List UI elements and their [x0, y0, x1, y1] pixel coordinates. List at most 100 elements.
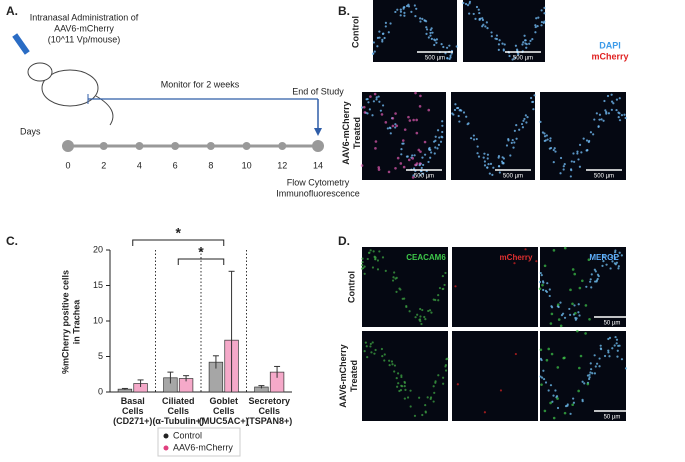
- cell-dot: [497, 48, 500, 51]
- cell-dot: [556, 397, 559, 400]
- micrograph: [540, 331, 626, 421]
- cell-dot: [380, 347, 384, 351]
- cell-dot: [488, 172, 491, 175]
- cell-dot: [551, 400, 554, 403]
- cell-dot: [615, 342, 618, 345]
- cell-dot: [443, 283, 446, 287]
- cell-dot: [615, 338, 619, 341]
- cell-dot: [502, 48, 505, 51]
- cell-dot: [571, 268, 575, 271]
- cell-dot: [456, 106, 459, 110]
- cell-dot: [372, 41, 375, 44]
- cell-dot: [378, 100, 381, 103]
- cell-dot: [383, 353, 386, 356]
- cell-dot: [419, 174, 422, 177]
- cell-dot: [371, 341, 374, 344]
- day-label: 6: [173, 160, 178, 170]
- cell-dot: [437, 299, 440, 302]
- cell-dot: [372, 250, 375, 253]
- cell-dot: [429, 34, 432, 37]
- cell-dot: [531, 100, 535, 103]
- day-label: 12: [277, 160, 287, 170]
- cell-dot: [384, 21, 388, 24]
- cell-dot: [615, 261, 619, 264]
- cell-dot: [361, 267, 364, 270]
- error-bar: [228, 270, 235, 392]
- cell-dot: [596, 277, 599, 281]
- cell-dot: [411, 154, 414, 157]
- cell-dot: [399, 388, 403, 392]
- cell-dot: [584, 304, 588, 307]
- cell-dot: [486, 166, 489, 169]
- cell-dot: [559, 172, 562, 175]
- cell-dot: [406, 155, 409, 158]
- cell-dot: [599, 347, 602, 350]
- cell-dot: [533, 94, 536, 97]
- cell-dot: [570, 169, 573, 172]
- cell-dot: [521, 43, 524, 46]
- cell-dot: [624, 116, 627, 120]
- cell-dot: [433, 391, 436, 394]
- cell-dot: [588, 376, 591, 379]
- cell-dot: [559, 324, 563, 328]
- cell-dot: [451, 112, 454, 115]
- cell-dot: [395, 376, 398, 380]
- cell-dot: [611, 347, 614, 350]
- cell-dot: [392, 276, 395, 279]
- cell-dot: [450, 52, 453, 55]
- cell-dot: [597, 125, 600, 128]
- cell-dot: [542, 369, 545, 372]
- row-label: Control: [350, 16, 360, 48]
- cell-dot: [602, 260, 605, 263]
- cell-dot: [578, 314, 581, 317]
- cell-dot: [472, 12, 475, 16]
- cell-dot: [577, 158, 580, 161]
- cell-dot: [387, 170, 391, 174]
- cell-dot: [523, 117, 526, 121]
- cell-dot: [408, 119, 412, 122]
- cell-dot: [617, 267, 620, 270]
- scale-label: 500 µm: [503, 174, 523, 180]
- x-tick-label: Secretory Cells (TSPAN8+): [246, 396, 292, 426]
- cell-dot: [563, 163, 566, 166]
- cell-dot: [400, 374, 403, 377]
- cell-dot: [595, 362, 599, 365]
- cell-dot: [588, 317, 591, 321]
- cell-dot: [429, 397, 432, 400]
- cell-dot: [440, 135, 443, 138]
- cell-dot: [564, 404, 568, 408]
- cell-dot: [603, 354, 607, 358]
- cell-dot: [394, 112, 397, 115]
- legend-mcherry: mCherry: [591, 51, 628, 61]
- cell-dot: [413, 154, 416, 157]
- cell-dot: [414, 163, 417, 167]
- cell-dot: [428, 146, 431, 150]
- cell-dot: [384, 121, 388, 124]
- cell-dot: [434, 146, 437, 149]
- scale-label: 500 µm: [425, 56, 445, 62]
- cell-dot: [407, 5, 411, 8]
- cell-dot: [515, 137, 518, 140]
- cell-dot: [481, 18, 485, 22]
- cell-dot: [540, 376, 544, 379]
- cell-dot: [522, 119, 525, 122]
- cell-dot: [543, 409, 547, 413]
- cell-dot: [483, 411, 487, 414]
- scale-label: 500 µm: [414, 174, 434, 180]
- cell-dot: [517, 53, 520, 56]
- cell-dot: [462, 1, 465, 5]
- cell-dot: [523, 34, 526, 37]
- cell-dot: [403, 381, 407, 384]
- cell-dot: [374, 348, 377, 352]
- cell-dot: [363, 272, 366, 275]
- legend-box: [157, 427, 241, 457]
- cell-dot: [377, 168, 381, 171]
- cell-dot: [399, 162, 403, 165]
- cell-dot: [409, 389, 412, 392]
- cell-dot: [610, 100, 614, 103]
- cell-dot: [552, 394, 555, 397]
- cell-dot: [438, 286, 442, 290]
- monitor-text: Monitor for 2 weeks: [161, 79, 240, 89]
- day-point: [171, 142, 180, 150]
- cell-dot: [414, 91, 417, 95]
